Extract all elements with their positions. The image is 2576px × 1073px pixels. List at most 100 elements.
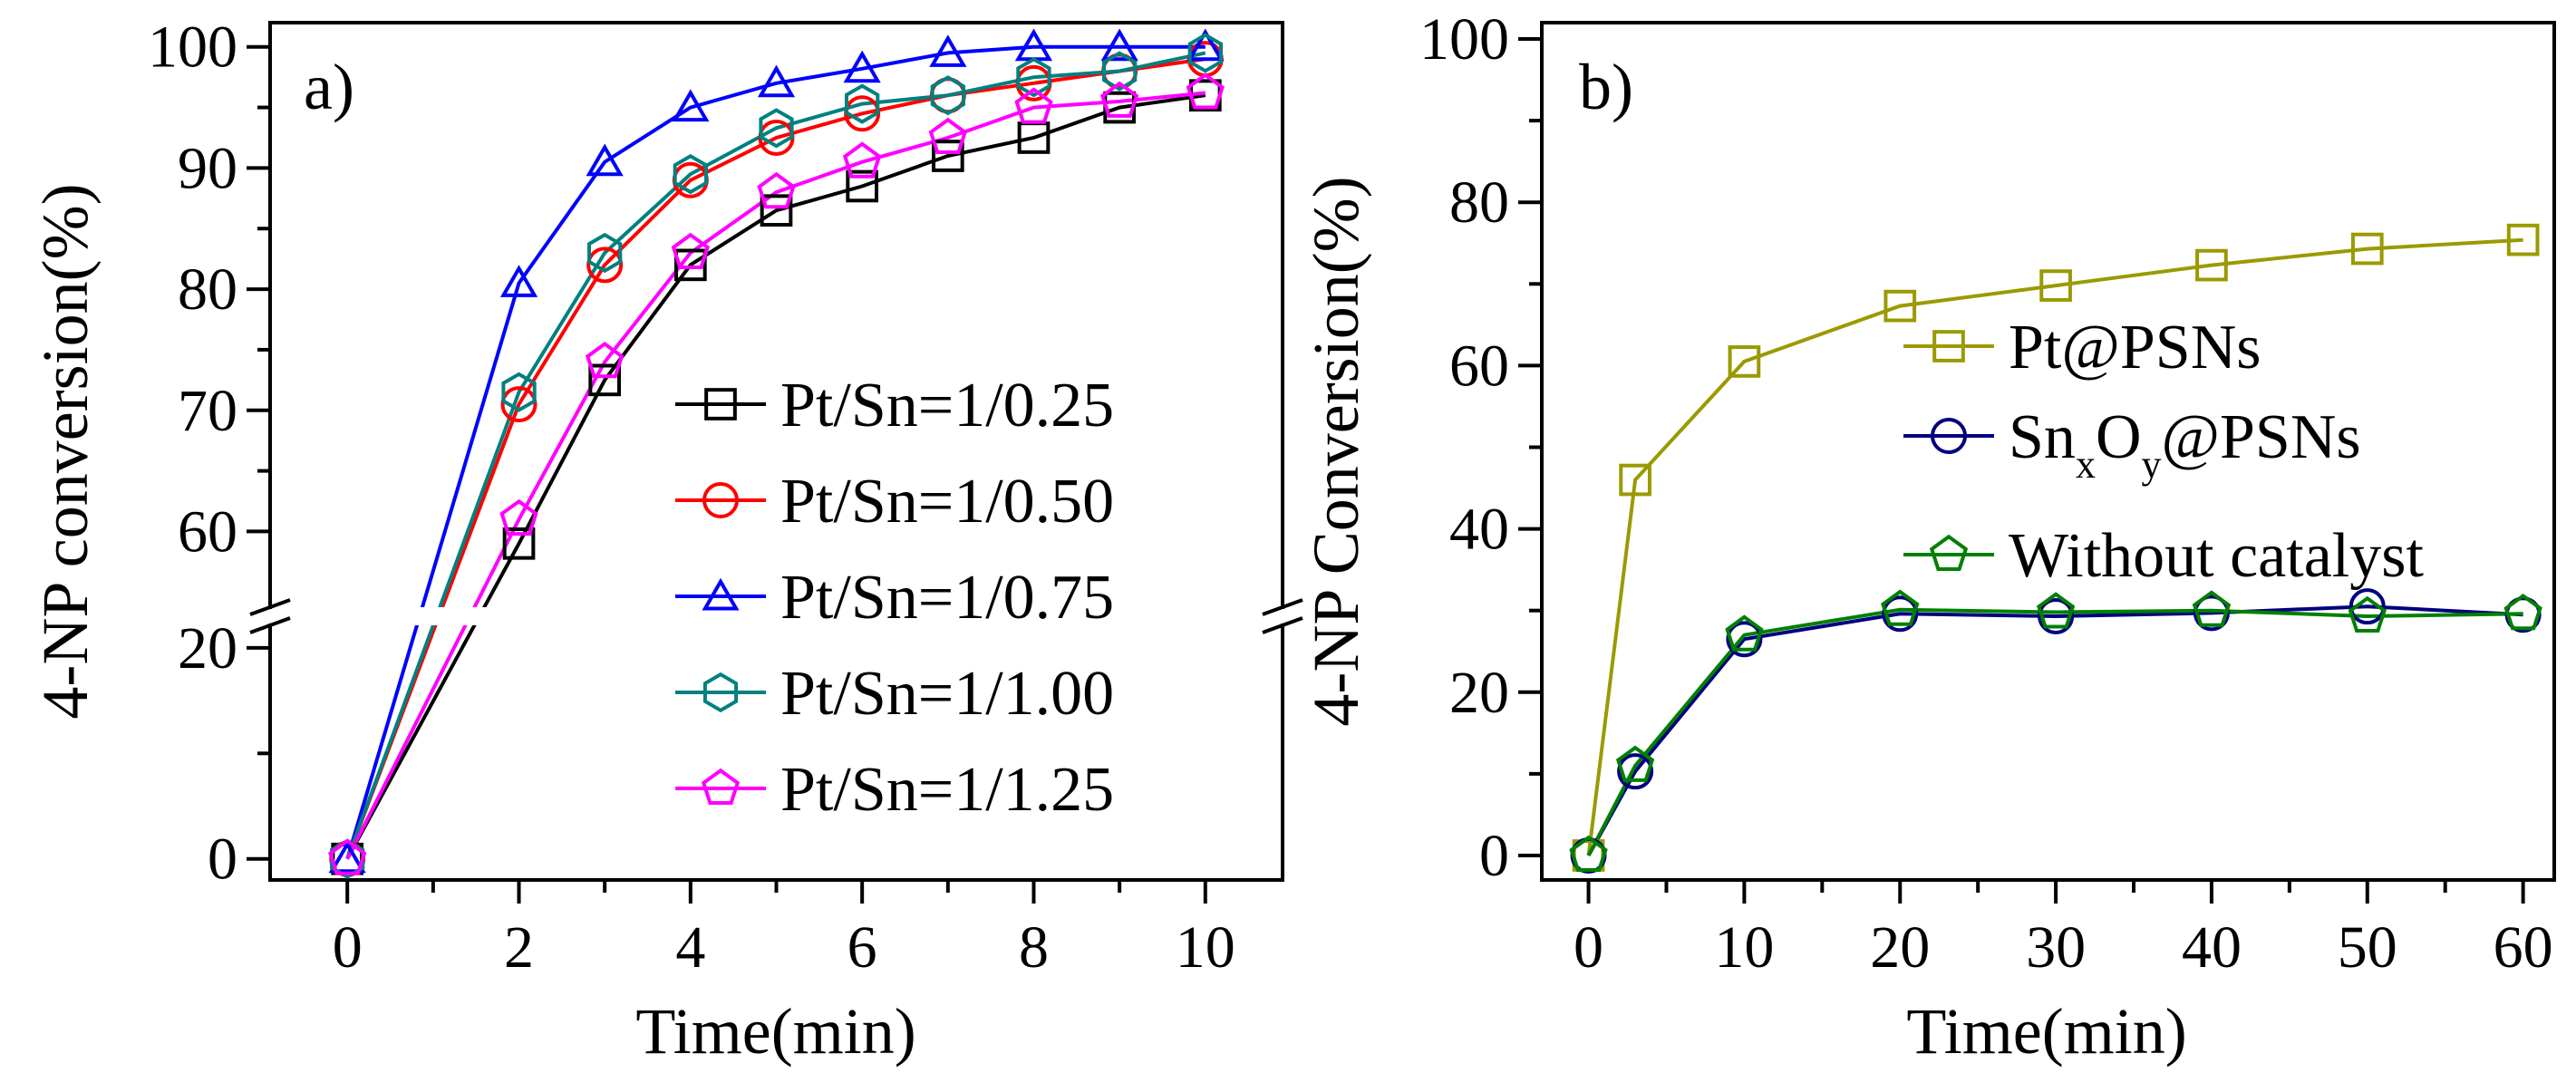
panel-a-legend-label-1: Pt/Sn=1/0.50: [780, 467, 1114, 536]
panel-b-xlabel: Time(min): [1906, 995, 2186, 1068]
panel-b-series-markers: [1569, 223, 2542, 874]
panel-a-xtick-label: 6: [847, 914, 877, 981]
panel-b-point: [1615, 745, 1655, 782]
panel-b-series-line-2: [1586, 607, 2523, 856]
panel-a-legend-marker-0: [704, 388, 737, 420]
panel-a-ytick-label: 100: [148, 14, 237, 81]
panel-a-point: [673, 153, 708, 195]
panel-a-point: [500, 386, 537, 423]
panel-b-point: [1881, 589, 1920, 626]
panel-a-point: [501, 372, 537, 412]
panel-b-xtick-label: 20: [1870, 914, 1930, 981]
panel-a-point: [502, 527, 536, 560]
panel-a-point: [585, 342, 625, 379]
panel-a-legend-label-0: Pt/Sn=1/0.25: [780, 371, 1114, 440]
panel-a-series-line-0: [345, 93, 1206, 860]
panel-a-series-line-4: [345, 91, 1206, 860]
panel-a-plot-frame: [268, 21, 1284, 882]
panel-b-chart: 0 10 20 30 40 50 60 0 20 40 60 80 100 b) Time(min) 4…: [1300, 6, 2556, 1068]
panel-a-legend-marker-3: [702, 672, 739, 713]
panel-b-legend-0-label: Pt@PSNs: [2009, 313, 2261, 382]
panel-b-series-line-0: [1586, 237, 2523, 856]
panel-b-point: [2503, 594, 2542, 631]
panel-b-legend-2-label: Without catalyst: [2009, 521, 2424, 591]
panel-a-legend-label-4: Pt/Sn=1/1.25: [780, 755, 1114, 825]
panel-a-series-markers: [328, 28, 1225, 879]
panel-a-break-mark-right: [1262, 598, 1303, 616]
panel-a-point: [499, 265, 538, 297]
panel-b-ytick-label: 80: [1449, 169, 1509, 236]
panel-b-ytick-label: 20: [1449, 660, 1509, 726]
panel-a-point: [928, 117, 968, 154]
panel-a-ytick-label: 60: [178, 498, 237, 565]
panel-a-legend-marker-2: [702, 577, 740, 611]
panel-a-legend-marker-1: [702, 482, 739, 518]
legend-text-part: @PSNs: [2162, 402, 2361, 472]
panel-b-point: [1726, 621, 1763, 658]
panel-a-point: [1014, 87, 1053, 124]
panel-a-ytick-label: 80: [178, 256, 237, 323]
panel-b-point: [2038, 597, 2075, 634]
panel-a-xlabel: Time(min): [635, 995, 915, 1068]
panel-a-point: [759, 108, 794, 149]
panel-a-point: [330, 838, 365, 879]
panel-a-legend-label-2: Pt/Sn=1/0.75: [780, 563, 1114, 633]
panel-b-xtick-label: 50: [2338, 914, 2397, 981]
legend-subscript: x: [2076, 442, 2096, 487]
panel-a-point: [673, 248, 707, 282]
panel-b-point: [2506, 223, 2540, 256]
panel-a-point: [328, 840, 366, 874]
panel-a-break-mark-left: [249, 598, 291, 616]
panel-a-point: [586, 143, 624, 177]
panel-a-xtick-label: 0: [333, 914, 363, 981]
panel-a-series-line-3: [345, 51, 1206, 860]
panel-b-point: [1884, 289, 1917, 323]
panel-b-ytick-label: 60: [1449, 333, 1509, 399]
panel-a-break-mark-left: [249, 616, 291, 634]
panel-a-axis-break: [243, 598, 1310, 634]
panel-b-legend-2-marker: [1929, 534, 1969, 571]
panel-b-series-line-1: [1586, 604, 2523, 856]
panel-b-xtick-label: 60: [2494, 914, 2553, 981]
panel-a-series-line-2: [345, 44, 1206, 860]
panel-a-point: [587, 232, 623, 274]
panel-a-point: [757, 171, 796, 209]
panel-a-ytick-label: 70: [178, 378, 237, 444]
panel-b-ytick-label: 0: [1479, 823, 1509, 889]
panel-b-legend: Pt@PSNs SnxOy@PSNs Without catalyst: [1903, 313, 2424, 591]
panel-a-point: [846, 169, 879, 203]
panel-b-point: [2348, 588, 2386, 625]
panel-a-point: [1100, 28, 1138, 62]
panel-b-point: [1882, 595, 1919, 633]
panel-a-point: [671, 232, 711, 269]
panel-a-legend-marker-4: [701, 768, 741, 805]
panel-b-point: [2195, 248, 2228, 282]
panel-b-xtick-label: 40: [2182, 914, 2242, 981]
legend-text-part: Sn: [2009, 402, 2076, 472]
panel-a-point: [1102, 51, 1138, 92]
panel-a-ytick-label: 20: [178, 615, 237, 682]
panel-a-point: [930, 75, 965, 116]
panel-b-xtick-label: 10: [1714, 914, 1774, 981]
panel-b-point: [1728, 345, 1761, 378]
panel-b-point: [2348, 595, 2387, 633]
legend-text-part: O: [2096, 402, 2142, 472]
panel-b-series-lines: [1586, 237, 2523, 856]
panel-b-plot-frame: [1540, 21, 2556, 882]
panel-b-ticks: 0 10 20 30 40 50 60 0 20 40 60 80 100: [1419, 6, 2553, 981]
panel-b-point: [2036, 592, 2076, 629]
panel-a-point: [1186, 72, 1225, 110]
legend-subscript: y: [2142, 442, 2162, 487]
panel-b-legend-1-marker: [1931, 418, 1967, 454]
panel-b-xtick-label: 30: [2026, 914, 2086, 981]
panel-a-point: [1016, 57, 1051, 98]
panel-b-ylabel: 4-NP Conversion(%): [1300, 176, 1372, 726]
panel-a-legend: Pt/Sn=1/0.25 Pt/Sn=1/0.50 Pt/Sn=1/0.75 Pt/S…: [675, 371, 1114, 825]
panel-b-point: [1619, 463, 1651, 497]
panel-b-label: b): [1579, 51, 1633, 123]
panel-a-point: [672, 89, 710, 122]
panel-a-xtick-label: 4: [675, 914, 705, 981]
panel-b-point: [1569, 835, 1608, 872]
panel-a-point: [328, 838, 367, 875]
